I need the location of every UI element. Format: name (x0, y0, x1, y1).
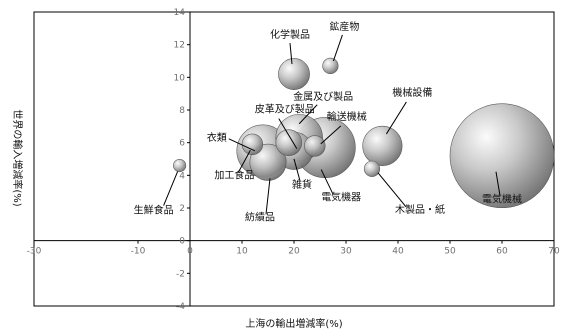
x-tick-label: 70 (548, 247, 560, 257)
bubbles (173, 57, 555, 209)
bubble-label: 機械設備 (392, 86, 432, 99)
bubble-label: 鉱産物 (329, 20, 359, 33)
leader-line (320, 125, 342, 145)
bubble (322, 57, 339, 75)
bubble-label: 木製品・紙 (395, 203, 445, 216)
leader-line (298, 104, 318, 125)
bubble (241, 133, 264, 156)
x-tick-label: 20 (288, 247, 300, 257)
bubble (363, 160, 381, 177)
bubble (249, 143, 287, 181)
x-tick-label: -30 (27, 247, 42, 257)
bubble (173, 158, 187, 173)
leader-line (289, 43, 293, 65)
leader-line (237, 150, 251, 173)
leader-line (228, 138, 256, 152)
leader-line (293, 158, 301, 181)
leader-line (163, 171, 179, 206)
bubble-label: 紡績品 (245, 210, 275, 223)
x-axis-title: 上海の輸出増減率(%) (245, 317, 342, 330)
x-tick-label: 40 (392, 247, 404, 257)
bubble-label: 衣類 (207, 131, 227, 144)
bubble-label: 電気機器 (321, 191, 361, 204)
y-tick-label: 2 (179, 204, 185, 214)
leader-line (495, 171, 501, 196)
bubble (278, 58, 310, 90)
y-tick-label: -4 (176, 302, 185, 312)
axes: -30 -10 0 10 20 30 40 50 60 70 -4 -2 0 2 4 6 8 10 12 14 (27, 8, 560, 312)
leader-line (278, 118, 298, 149)
bubble-label: 金属及び製品 (293, 90, 353, 103)
y-tick-label: 14 (174, 8, 186, 18)
y-tick-label: -2 (176, 269, 185, 279)
x-tick-label: 50 (444, 247, 456, 257)
bubble-label: 輸送機械 (327, 110, 367, 123)
bubble-label: 生鮮食品 (134, 204, 174, 217)
bubble-label: 皮革及び製品 (255, 103, 315, 116)
x-tick-label: 60 (496, 247, 508, 257)
y-tick-label: 8 (179, 106, 185, 116)
y-tick-label: 4 (179, 171, 185, 181)
x-tick-label: 30 (340, 247, 352, 257)
y-tick-label: 6 (179, 139, 185, 149)
bubble-label: 雑貨 (292, 178, 312, 191)
x-tick-label: 0 (187, 247, 193, 257)
bubble (449, 103, 555, 209)
bubble (362, 125, 403, 166)
x-tick-label: -10 (131, 247, 146, 257)
bubble-label: 電気機械 (482, 193, 522, 206)
bubble-label: 加工食品 (214, 168, 254, 181)
bubble-label: 化学製品 (270, 28, 310, 41)
x-tick-label: 10 (236, 247, 248, 257)
leader-line (377, 172, 407, 208)
y-tick-label: 0 (179, 237, 185, 247)
leader-line (332, 34, 343, 62)
bubble (275, 129, 303, 156)
leader-line (320, 169, 334, 195)
y-axis-title: 世界の輸入増減率(%) (11, 109, 24, 206)
bubble (304, 135, 326, 157)
y-tick-label: 12 (174, 41, 185, 51)
y-tick-label: 10 (174, 73, 186, 83)
leader-line (385, 101, 407, 135)
leader-lines (163, 34, 501, 215)
leader-line (265, 178, 271, 215)
